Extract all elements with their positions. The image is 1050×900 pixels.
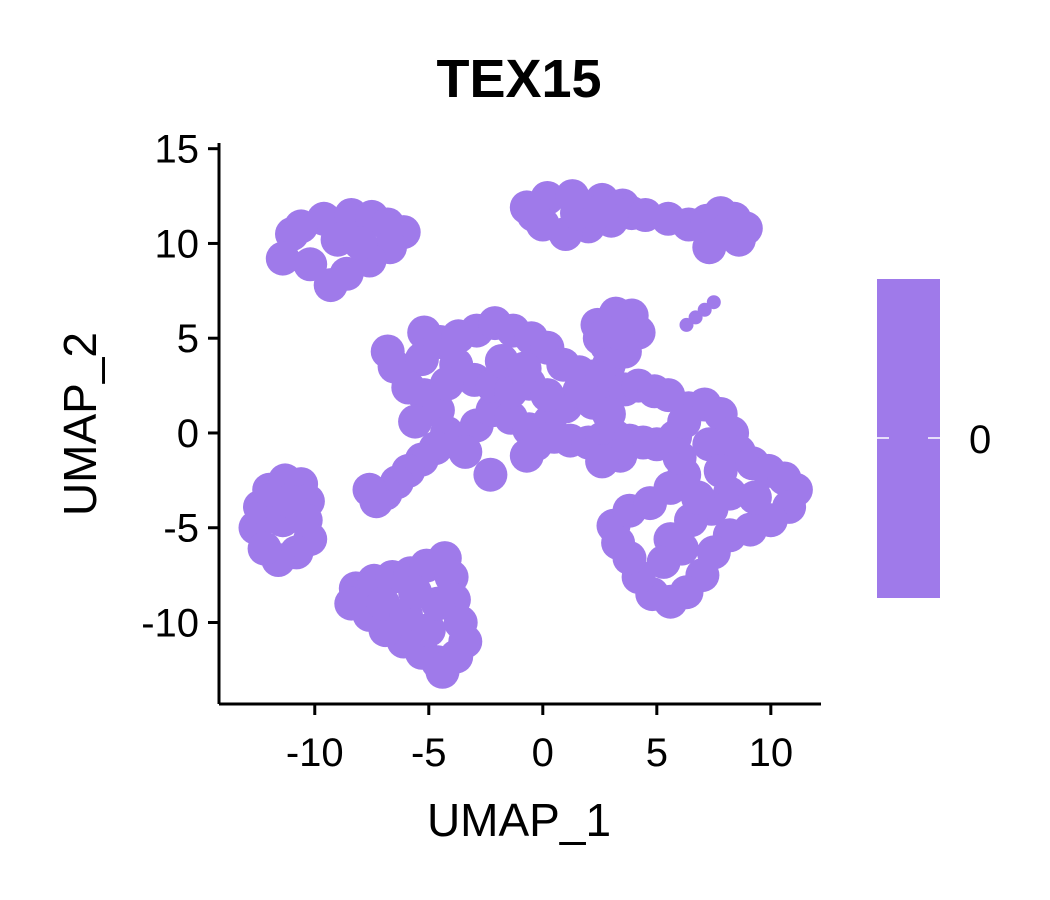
point-top-left-12 (284, 209, 319, 244)
point-bottom-19 (411, 613, 446, 648)
y-axis-ticks: 15 10 5 0 -5 -10 (141, 128, 219, 646)
cluster-top-left (265, 198, 421, 303)
point-top-right-22 (582, 194, 617, 229)
x-tick-label--5: -5 (411, 731, 447, 775)
x-tick-label-0: 0 (532, 731, 554, 775)
point-center-61 (473, 457, 508, 492)
y-tick-label-10: 10 (155, 222, 200, 266)
y-tick-label--10: -10 (141, 602, 199, 646)
point-right-large-36 (664, 531, 699, 566)
point-left-12 (272, 484, 307, 519)
point-bottom-22 (398, 575, 433, 610)
point-right-line-3 (706, 295, 721, 310)
legend-label: 0 (969, 418, 991, 462)
cluster-top-right (509, 179, 763, 265)
point-center-53 (585, 444, 620, 479)
cluster-bottom (334, 541, 483, 689)
y-tick-label-5: 5 (177, 317, 199, 361)
point-small-top-center-9 (601, 315, 636, 350)
x-tick-label-5: 5 (646, 731, 668, 775)
x-axis-title: UMAP_1 (427, 794, 611, 846)
point-top-left-9 (313, 268, 348, 303)
x-tick-label--10: -10 (286, 731, 344, 775)
cluster-center (352, 306, 686, 519)
point-left-10 (247, 531, 282, 566)
cluster-right-line (679, 295, 721, 332)
point-top-left-11 (265, 241, 300, 276)
point-center-60 (352, 472, 387, 507)
point-center-42 (430, 366, 464, 401)
point-bottom-16 (334, 586, 369, 621)
point-center-63 (448, 434, 483, 469)
point-bottom-21 (425, 654, 460, 689)
point-center-38 (530, 378, 565, 413)
chart-title: TEX15 (436, 49, 601, 109)
point-right-large-29 (692, 427, 727, 462)
point-center-62 (509, 438, 544, 473)
cluster-right-large (596, 387, 813, 619)
y-axis-title: UMAP_2 (54, 332, 106, 516)
x-tick-label-10: 10 (749, 731, 794, 775)
y-tick-label-15: 15 (155, 128, 200, 172)
cluster-left (238, 463, 328, 577)
point-right-large-38 (737, 480, 772, 515)
point-center-41 (507, 351, 542, 386)
x-axis-ticks: -10 -5 0 5 10 (286, 704, 793, 775)
y-tick-label-0: 0 (177, 412, 199, 456)
point-center-22 (398, 404, 433, 439)
point-top-right-20 (692, 230, 727, 265)
point-right-large-28 (667, 404, 702, 439)
y-tick-label--5: -5 (163, 507, 199, 551)
scatter-points (238, 179, 813, 689)
point-top-right-10 (516, 198, 551, 232)
point-center-1 (370, 334, 405, 369)
point-top-left-10 (293, 247, 328, 282)
point-right-large-37 (680, 480, 715, 515)
point-top-left-14 (343, 226, 378, 261)
